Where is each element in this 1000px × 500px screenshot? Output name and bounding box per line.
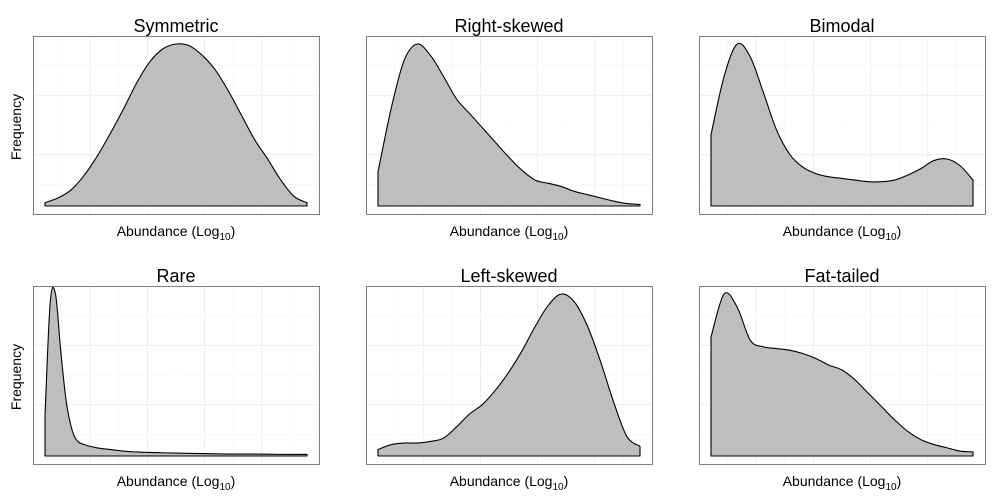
panel-right-skewed: Right-skewed Abundance (Log10)	[366, 16, 653, 243]
panel-rare: Rare Abundance (Log10) Frequency	[8, 266, 320, 493]
density-area-left-skewed	[377, 293, 641, 457]
y-axis-label: Frequency	[8, 94, 24, 160]
panel-title: Right-skewed	[454, 16, 563, 36]
panel-title: Rare	[156, 266, 195, 286]
y-axis-label: Frequency	[8, 344, 24, 410]
panel-bimodal: Bimodal Abundance (Log10)	[699, 16, 986, 243]
x-axis-label: Abundance (Log10)	[783, 473, 902, 493]
grid-lines	[34, 287, 319, 464]
panel-frame	[33, 286, 320, 465]
panel-title: Symmetric	[134, 16, 219, 36]
x-axis-label: Abundance (Log10)	[783, 223, 902, 243]
panel-title: Bimodal	[809, 16, 874, 36]
panel-left-skewed: Left-skewed Abundance (Log10)	[366, 266, 653, 493]
panel-symmetric: Symmetric Abundance (Log10) Frequency	[8, 16, 320, 243]
x-axis-label: Abundance (Log10)	[450, 223, 569, 243]
x-axis-label: Abundance (Log10)	[117, 223, 236, 243]
density-area-rare	[44, 286, 308, 457]
density-area-symmetric	[44, 43, 308, 207]
density-area-right-skewed	[377, 43, 641, 207]
panel-title: Fat-tailed	[804, 266, 879, 286]
x-axis-label: Abundance (Log10)	[450, 473, 569, 493]
panel-title: Left-skewed	[460, 266, 557, 286]
density-area-bimodal	[710, 42, 974, 207]
density-area-fat-tailed	[710, 292, 974, 457]
x-axis-label: Abundance (Log10)	[117, 473, 236, 493]
panel-fat-tailed: Fat-tailed Abundance (Log10)	[699, 266, 986, 493]
